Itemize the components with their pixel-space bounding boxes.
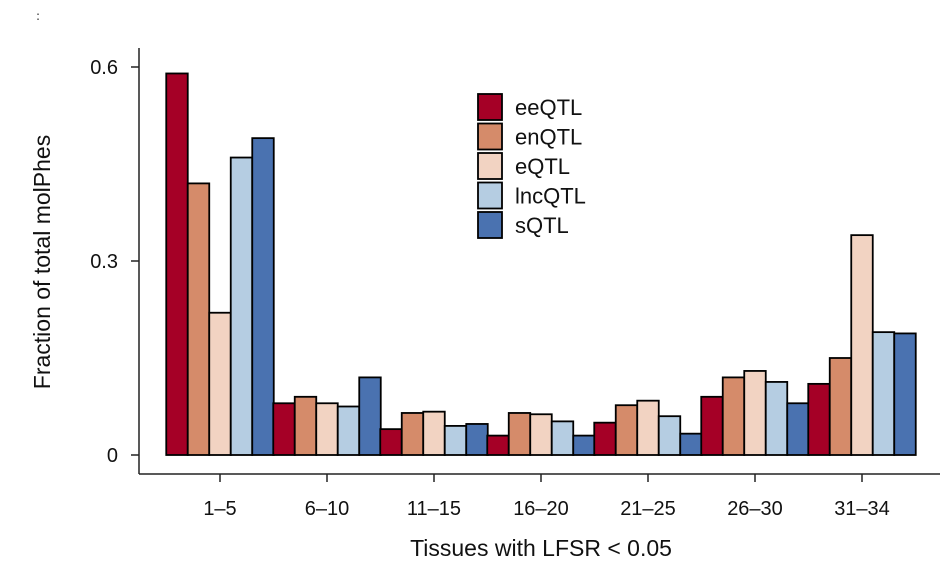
bar-sQTL-2	[465, 423, 489, 456]
x-tick-label: 1–5	[203, 498, 236, 520]
bar-eQTL-1	[315, 402, 339, 456]
bar-eeQTL-2	[379, 428, 403, 456]
x-tick-label: 31–34	[834, 498, 890, 520]
x-axis-title: Tissues with LFSR < 0.05	[410, 535, 672, 561]
legend-swatch-eeQTL	[477, 93, 503, 121]
bar-eeQTL-3	[486, 434, 510, 456]
bar-sQTL-6	[893, 332, 917, 456]
y-tick-label: 0	[107, 445, 118, 467]
bar-eQTL-3	[529, 413, 553, 456]
bars	[165, 72, 917, 456]
bar-eQTL-6	[850, 234, 874, 456]
bar-eQTL-5	[743, 370, 767, 456]
bar-eQTL-0	[208, 311, 232, 456]
legend-label-eeQTL: eeQTL	[515, 95, 582, 120]
legend-swatch-lncQTL	[477, 181, 503, 210]
legend-swatch-sQTL	[477, 211, 503, 239]
x-tick-label: 26–30	[727, 498, 783, 520]
x-ticks: 1–5 6–10 11–15 16–20 21–25 26–30 31–34	[203, 474, 890, 520]
y-axis-title: Fraction of total molPhes	[29, 135, 55, 389]
bar-enQTL-4	[614, 404, 639, 456]
legend: eeQTL enQTL eQTL lncQTL sQTL	[477, 93, 586, 239]
legend-swatch-eQTL	[477, 152, 503, 180]
y-ticks: 0 0.3 0.6	[90, 57, 139, 467]
y-tick-label: 0.3	[90, 251, 118, 273]
bar-eeQTL-1	[272, 402, 296, 456]
x-tick-label: 16–20	[513, 498, 569, 520]
legend-swatch-enQTL	[477, 122, 503, 151]
x-tick-label: 11–15	[407, 498, 461, 520]
bar-eeQTL-6	[807, 382, 831, 456]
bar-enQTL-0	[186, 182, 211, 456]
bar-lncQTL-1	[336, 405, 361, 456]
bar-lncQTL-2	[443, 424, 468, 456]
bar-lncQTL-4	[657, 415, 682, 456]
bar-enQTL-2	[400, 412, 425, 456]
corner-mark: :	[36, 9, 41, 23]
bar-eQTL-4	[636, 399, 660, 456]
x-tick-label: 21–25	[620, 498, 676, 520]
bar-lncQTL-6	[871, 331, 896, 456]
y-tick-label: 0.6	[90, 57, 118, 79]
bar-enQTL-6	[828, 357, 853, 456]
bar-sQTL-5	[786, 402, 810, 456]
bar-enQTL-5	[721, 376, 746, 456]
bar-eeQTL-0	[165, 72, 189, 456]
bar-lncQTL-3	[550, 420, 575, 456]
bar-eQTL-2	[422, 410, 446, 456]
bar-lncQTL-0	[229, 156, 254, 456]
bar-eeQTL-5	[700, 395, 724, 456]
bar-enQTL-1	[293, 395, 318, 456]
bar-sQTL-3	[572, 434, 596, 456]
legend-label-eQTL: eQTL	[515, 154, 570, 179]
bar-sQTL-0	[251, 137, 275, 456]
bar-enQTL-3	[507, 412, 532, 456]
bar-eeQTL-4	[593, 421, 617, 456]
bar-sQTL-1	[358, 376, 382, 456]
x-tick-label: 6–10	[305, 498, 350, 520]
bar-lncQTL-5	[764, 381, 789, 456]
bar-sQTL-4	[679, 432, 703, 456]
legend-label-lncQTL: lncQTL	[515, 184, 586, 209]
legend-label-sQTL: sQTL	[515, 213, 569, 238]
legend-label-enQTL: enQTL	[515, 125, 582, 150]
